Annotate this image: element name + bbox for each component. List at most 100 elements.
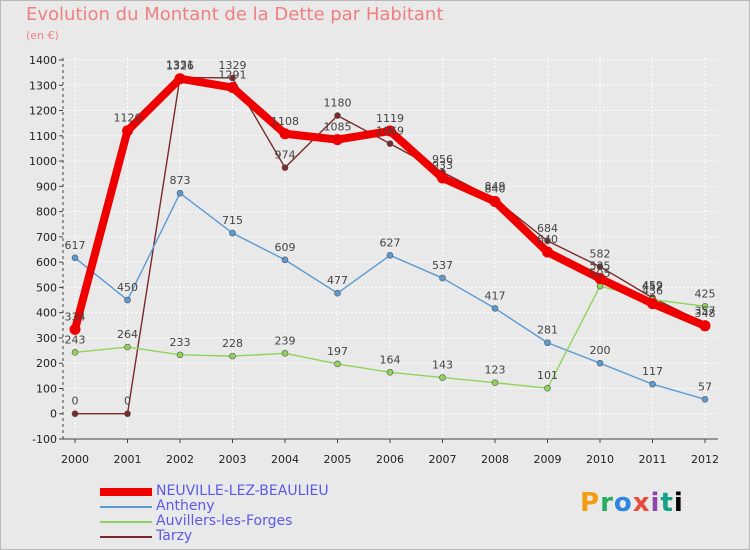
data-label: 715 <box>222 214 243 227</box>
data-label: 535 <box>590 260 611 273</box>
data-label: 582 <box>590 248 611 261</box>
data-label: 684 <box>537 222 558 235</box>
chart-legend: NEUVILLE-LEZ-BEAULIEU Antheny Auvillers-le… <box>100 484 329 544</box>
data-label: 933 <box>432 159 453 172</box>
chart-subtitle: (en €) <box>26 29 59 42</box>
y-tick-label: 900 <box>36 180 57 193</box>
data-point <box>439 274 446 282</box>
data-point <box>491 305 499 312</box>
data-label: 873 <box>170 174 191 187</box>
data-point <box>439 374 446 381</box>
data-label: 164 <box>380 353 401 366</box>
x-tick-label: 2011 <box>639 453 667 466</box>
y-tick-label: 200 <box>36 357 57 370</box>
data-label: 143 <box>432 359 453 372</box>
data-label: 956 <box>432 153 453 166</box>
data-label: 243 <box>65 333 86 346</box>
y-tick-label: 1400 <box>29 54 57 67</box>
legend-label: NEUVILLE-LEZ-BEAULIEU <box>156 483 329 499</box>
data-label: 1085 <box>324 121 352 134</box>
x-tick-label: 2010 <box>586 453 614 466</box>
data-point <box>647 298 658 310</box>
data-label: 264 <box>117 328 138 341</box>
data-label: 239 <box>275 334 296 347</box>
data-label: 974 <box>275 149 296 162</box>
data-point <box>544 384 551 392</box>
y-tick-label: 1200 <box>29 105 57 118</box>
data-point <box>437 172 448 184</box>
legend-swatch <box>100 487 152 496</box>
data-point <box>176 351 184 359</box>
x-tick-label: 2006 <box>376 453 404 466</box>
y-tick-label: -100 <box>32 433 57 446</box>
y-tick-label: 300 <box>36 332 57 345</box>
data-point <box>71 349 79 356</box>
data-label: 228 <box>222 337 243 350</box>
data-point <box>596 359 604 367</box>
data-point <box>384 125 396 137</box>
data-point <box>174 73 186 85</box>
data-label: 609 <box>275 241 296 254</box>
data-point <box>279 128 291 140</box>
data-label: 450 <box>117 281 138 294</box>
data-label: 1180 <box>324 97 352 110</box>
data-label: 617 <box>65 239 86 252</box>
chart-title: Evolution du Montant de la Dette par Hab… <box>26 4 444 25</box>
data-point <box>386 140 394 147</box>
legend-item: Tarzy <box>100 529 329 544</box>
data-label: 417 <box>485 289 506 302</box>
data-point <box>699 320 711 332</box>
data-label: 348 <box>695 307 716 320</box>
y-tick-label: 1100 <box>29 130 57 143</box>
data-point <box>544 339 551 347</box>
data-point <box>386 252 394 259</box>
data-label: 233 <box>170 336 191 349</box>
data-label: 0 <box>124 395 131 408</box>
data-label: 1291 <box>219 69 247 82</box>
x-tick-label: 2004 <box>271 453 299 466</box>
x-tick-label: 2005 <box>324 453 352 466</box>
y-tick-label: 700 <box>36 231 57 244</box>
y-tick-label: 1000 <box>29 155 57 168</box>
x-tick-label: 2000 <box>61 453 89 466</box>
data-label: 1329 <box>219 59 247 72</box>
data-label: 123 <box>485 364 506 377</box>
data-point <box>386 368 394 376</box>
data-label: 334 <box>65 310 86 323</box>
legend-item: Antheny <box>100 499 329 514</box>
data-point <box>124 410 131 418</box>
data-label: 627 <box>380 236 401 249</box>
data-label: 640 <box>537 233 558 246</box>
data-point <box>489 195 501 207</box>
legend-label: Antheny <box>156 498 215 514</box>
y-tick-label: 0 <box>50 408 57 421</box>
data-label: 459 <box>642 279 663 292</box>
y-tick-label: 600 <box>36 256 57 269</box>
data-point <box>281 164 289 171</box>
data-label: 0 <box>72 395 79 408</box>
data-point <box>69 323 81 335</box>
data-point <box>596 263 604 270</box>
data-label: 505 <box>590 267 611 280</box>
data-point <box>334 112 341 119</box>
data-point <box>544 237 551 245</box>
y-tick-label: 100 <box>36 382 57 395</box>
data-point <box>334 360 341 368</box>
data-label: 849 <box>485 180 506 193</box>
data-point <box>281 350 289 357</box>
data-label: 1069 <box>376 125 404 138</box>
data-label: 57 <box>698 380 712 393</box>
legend-label: Auvillers-les-Forges <box>156 513 293 529</box>
data-label: 452 <box>642 281 663 294</box>
data-label: 436 <box>642 285 663 298</box>
data-label: 200 <box>590 344 611 357</box>
data-point <box>71 254 79 262</box>
data-label: 1120 <box>114 112 142 125</box>
x-tick-label: 2003 <box>219 453 247 466</box>
legend-item: Auvillers-les-Forges <box>100 514 329 529</box>
proxiti-logo: Proxiti <box>580 488 684 518</box>
data-point <box>594 273 606 285</box>
data-label: 537 <box>432 259 453 272</box>
data-label: 1119 <box>376 112 404 125</box>
